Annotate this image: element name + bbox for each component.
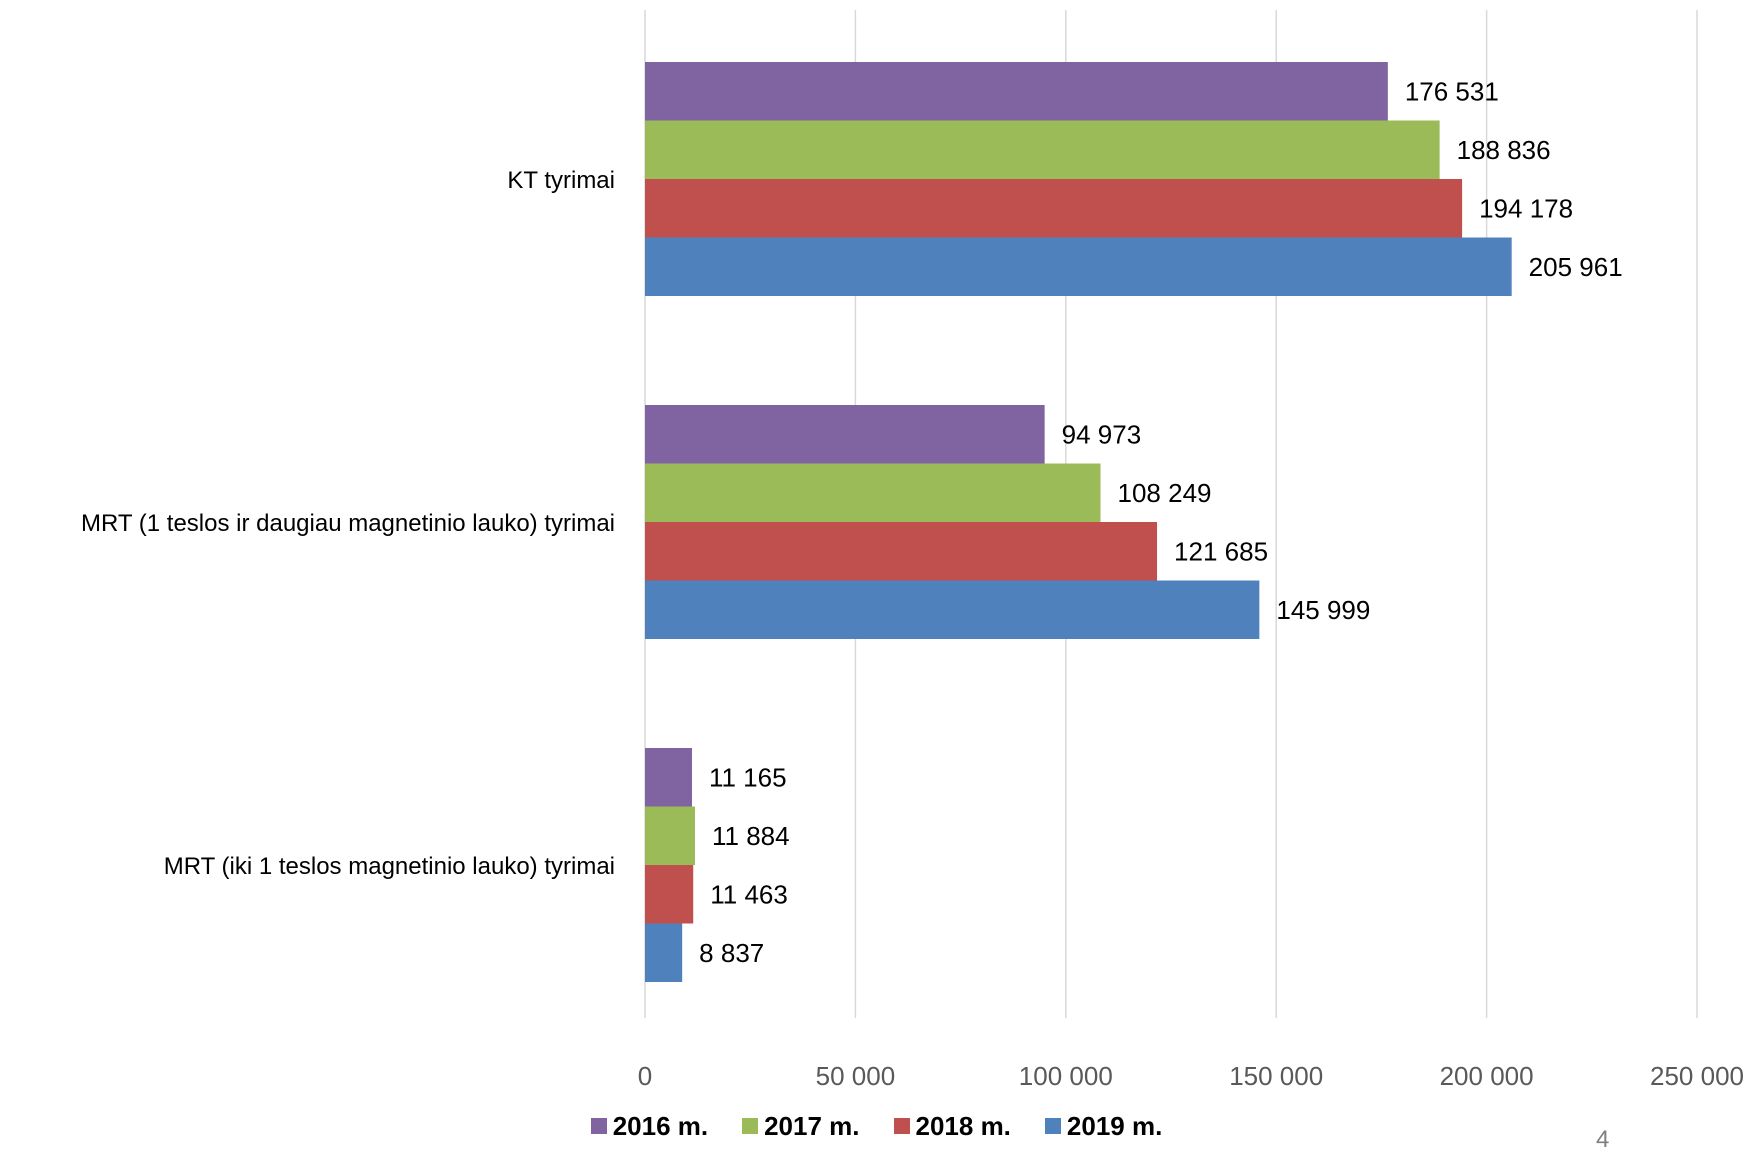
- page-number: 4: [1596, 1126, 1610, 1153]
- x-tick-label: 0: [638, 1061, 652, 1091]
- x-tick-labels: 0 50 000 100 000 150 000 200 000 250 000: [638, 1061, 1744, 1091]
- category-labels: KT tyrimai MRT (1 teslos ir daugiau magne…: [81, 167, 615, 880]
- x-tick-label: 100 000: [1019, 1061, 1113, 1091]
- bar: [645, 120, 1440, 179]
- x-tick-label: 200 000: [1440, 1061, 1534, 1091]
- bar: [645, 237, 1512, 296]
- bar: [645, 865, 694, 924]
- legend-label: 2019 m.: [1066, 1110, 1163, 1141]
- data-label: 205 961: [1529, 252, 1623, 282]
- bar: [645, 806, 696, 865]
- category-label: MRT (iki 1 teslos magnetinio lauko) tyri…: [164, 853, 615, 880]
- legend-swatch: [742, 1118, 759, 1134]
- category-label: MRT (1 teslos ir daugiau magnetinio lauk…: [81, 510, 615, 537]
- legend-swatch: [893, 1118, 910, 1134]
- bar: [645, 463, 1101, 522]
- data-label: 11 165: [709, 762, 787, 792]
- x-tick-label: 150 000: [1229, 1061, 1323, 1091]
- legend-label: 2017 m.: [764, 1110, 860, 1141]
- legend-item: 2019 m.: [1044, 1110, 1163, 1142]
- data-label: 176 531: [1405, 76, 1499, 106]
- legend: 2016 m. 2017 m. 2018 m. 2019 m.: [0, 1108, 1753, 1144]
- legend-label: 2018 m.: [915, 1110, 1011, 1141]
- bar: [645, 580, 1260, 639]
- data-label: 194 178: [1479, 193, 1573, 223]
- data-label: 11 884: [712, 821, 790, 851]
- bars: [645, 62, 1512, 982]
- x-tick-label: 50 000: [816, 1061, 896, 1091]
- data-labels: 176 531 188 836 194 178 205 961 94 973 108 24…: [699, 76, 1622, 968]
- legend-swatch: [1044, 1118, 1061, 1134]
- data-label: 94 973: [1062, 419, 1142, 449]
- bar: [645, 405, 1045, 464]
- bar: [645, 923, 683, 982]
- data-label: 11 463: [710, 879, 788, 909]
- legend-swatch: [590, 1118, 607, 1134]
- bar: [645, 748, 692, 807]
- data-label: 145 999: [1276, 595, 1370, 625]
- bar: [645, 62, 1388, 121]
- data-label: 108 249: [1118, 478, 1212, 508]
- bar: [645, 179, 1463, 238]
- legend-item: 2017 m.: [742, 1110, 860, 1142]
- bar: [645, 522, 1158, 581]
- x-tick-label: 250 000: [1650, 1061, 1744, 1091]
- legend-item: 2018 m.: [893, 1110, 1011, 1142]
- data-label: 8 837: [699, 938, 764, 968]
- data-label: 121 685: [1174, 536, 1268, 566]
- category-label: KT tyrimai: [507, 167, 615, 194]
- legend-label: 2016 m.: [612, 1110, 709, 1141]
- data-label: 188 836: [1457, 135, 1551, 165]
- legend-item: 2016 m.: [590, 1110, 709, 1142]
